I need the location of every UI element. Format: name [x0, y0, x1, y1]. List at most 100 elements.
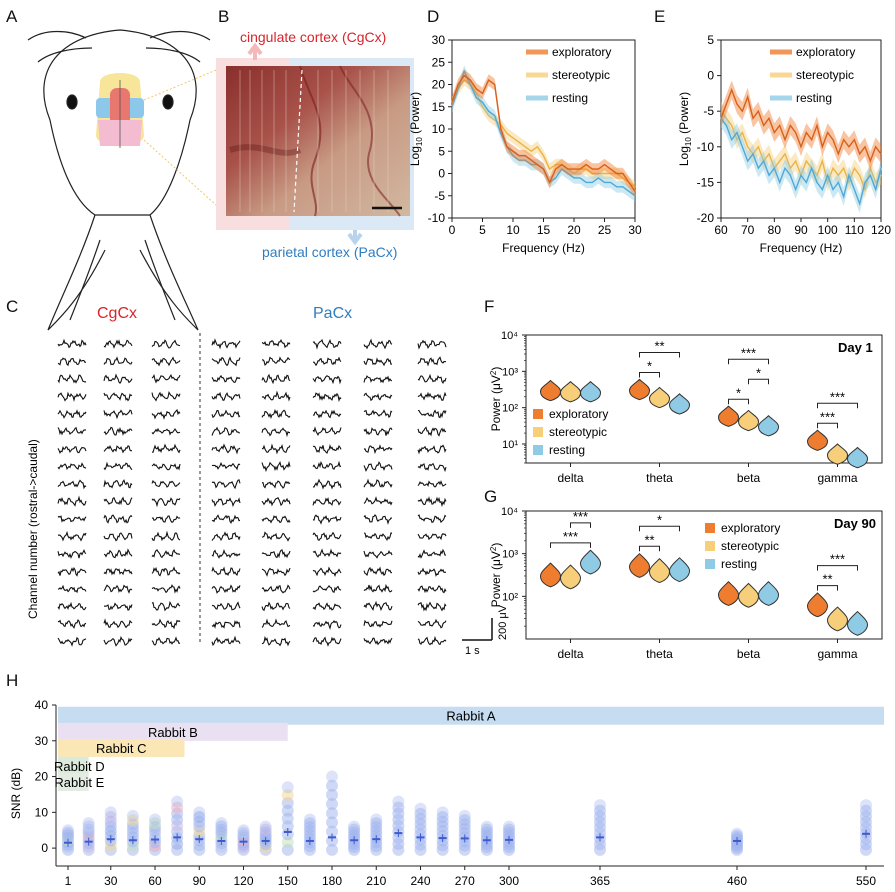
lfp-trace: [363, 357, 393, 367]
chart-title: Day 1: [838, 340, 873, 355]
snr-point: [594, 804, 606, 817]
violin-stereotypic-gamma: [826, 443, 849, 465]
y-tick-label: 5: [707, 33, 714, 47]
panel-label-a: A: [6, 7, 18, 26]
snr-point: [326, 825, 339, 838]
lfp-trace: [103, 602, 133, 611]
x-tick-label: 30: [104, 874, 118, 888]
y-tick-label: 10: [432, 122, 446, 136]
y-tick-label: 10³: [502, 366, 518, 378]
lfp-trace: [103, 392, 133, 402]
y-tick-label: 5: [438, 144, 445, 158]
snr-point: [731, 829, 743, 842]
lfp-trace: [417, 339, 447, 350]
lfp-trace: [57, 548, 87, 559]
category-label: gamma: [817, 647, 857, 661]
snr-point: [326, 788, 339, 801]
time-scale-label: 1 s: [465, 645, 480, 657]
lfp-trace: [313, 356, 342, 367]
legend-label-stereotypic: stereotypic: [721, 539, 779, 553]
lfp-trace: [363, 392, 393, 402]
legend-label-stereotypic: stereotypic: [549, 425, 607, 439]
lfp-trace: [261, 549, 291, 559]
psd-high-frequency-chart: 60 70 80 90 100 110 120 -20 -15 -10 -5 0 5 Frequency …: [677, 33, 891, 255]
lfp-trace: [363, 461, 393, 473]
chart-title: Day 90: [834, 516, 876, 531]
legend-label-resting: resting: [796, 91, 832, 105]
panel-label-b: B: [218, 7, 229, 26]
rabbit-bar: [58, 772, 89, 791]
legend-label-exploratory: exploratory: [721, 521, 780, 535]
category-label: beta: [737, 471, 761, 485]
lfp-trace: [151, 600, 181, 612]
legend-label-stereotypic: stereotypic: [552, 68, 610, 82]
snr-point: [860, 799, 872, 812]
category-label: delta: [557, 471, 583, 485]
snr-point: [82, 817, 95, 830]
significance-bracket: [728, 358, 769, 365]
violin-exploratory-gamma: [806, 429, 829, 451]
lfp-trace: [103, 479, 133, 489]
lfp-trace: [363, 514, 393, 525]
x-tick-label: 60: [714, 223, 728, 237]
legend-label-resting: resting: [549, 443, 585, 457]
lfp-trace: [261, 531, 291, 542]
x-tick-label: 300: [499, 874, 519, 888]
lfp-trace: [211, 549, 241, 559]
lfp-trace: [57, 409, 87, 419]
violin-exploratory-beta: [717, 581, 740, 606]
lfp-trace: [57, 462, 87, 470]
lfp-trace: [57, 619, 87, 629]
snr-point: [126, 814, 139, 827]
lfp-trace: [363, 619, 393, 628]
lfp-trace: [417, 585, 447, 594]
series-band-resting: [721, 109, 881, 214]
y-axis-label: Log10 (Power): [408, 92, 424, 166]
x-tick-label: 120: [233, 874, 253, 888]
violin-exploratory-beta: [717, 405, 740, 427]
lfp-trace: [57, 391, 87, 402]
snr-point: [215, 817, 228, 830]
violin-exploratory-theta: [628, 378, 651, 401]
rabbit-label: Rabbit D: [54, 759, 105, 774]
significance-bracket: [639, 525, 680, 532]
x-tick-label: 110: [845, 223, 864, 237]
x-tick-label: 90: [193, 874, 207, 888]
x-tick-label: 15: [537, 223, 551, 237]
lfp-trace: [151, 584, 181, 594]
violin-stereotypic-theta: [648, 558, 671, 584]
lfp-trace: [417, 426, 447, 437]
lfp-trace: [261, 601, 291, 612]
lfp-trace: [103, 339, 133, 349]
lfp-trace: [211, 391, 241, 401]
x-tick-label: 120: [871, 223, 891, 237]
snr-point: [392, 795, 405, 808]
x-tick-label: 365: [590, 874, 610, 888]
lfp-trace: [103, 618, 133, 629]
lfp-trace: [57, 636, 87, 647]
lfp-trace: [151, 479, 181, 488]
series-line-exploratory: [720, 87, 882, 164]
lfp-trace: [312, 620, 342, 630]
snr-point: [370, 817, 383, 830]
snr-point: [303, 817, 316, 830]
snr-point: [326, 779, 339, 792]
lfp-trace: [363, 532, 393, 541]
snr-point: [193, 811, 206, 824]
y-tick-label: -10: [428, 211, 446, 225]
snr-point: [82, 820, 95, 833]
significance-mark: ***: [741, 345, 756, 360]
lfp-trace: [312, 531, 342, 542]
significance-bracket: [817, 402, 858, 409]
y-tick-label: 20: [35, 770, 49, 784]
lfp-trace: [57, 584, 87, 594]
y-tick-label: 0: [707, 69, 714, 83]
snr-point: [326, 798, 339, 811]
y-tick-label: 0: [438, 167, 445, 181]
x-tick-label: 60: [148, 874, 162, 888]
violin-resting-gamma: [846, 610, 869, 636]
series-band-stereotypic: [721, 101, 881, 199]
y-tick-label: 10²: [502, 591, 518, 603]
violin-resting-gamma: [846, 446, 869, 469]
lfp-trace: [151, 566, 181, 577]
